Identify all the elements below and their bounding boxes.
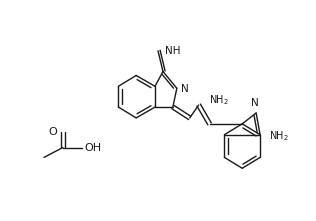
Text: N: N (251, 98, 259, 108)
Text: OH: OH (85, 143, 102, 152)
Text: NH$_2$: NH$_2$ (209, 93, 228, 107)
Text: O: O (48, 127, 57, 137)
Text: NH$_2$: NH$_2$ (269, 129, 289, 143)
Text: N: N (181, 84, 189, 94)
Text: NH: NH (165, 46, 180, 56)
